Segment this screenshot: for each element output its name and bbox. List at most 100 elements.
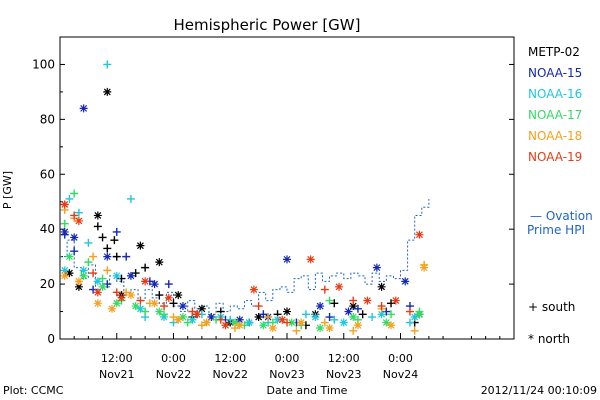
north-point (93, 288, 102, 297)
ovation-label-2: Prime HPI (527, 223, 585, 237)
south-point (70, 211, 79, 220)
north-marker-legend: * north (528, 332, 570, 346)
south-point (368, 313, 377, 322)
y-tick-label: 20 (40, 277, 55, 291)
south-point (103, 266, 112, 275)
x-tick-date-label: Nov22 (213, 368, 248, 381)
north-point (93, 277, 102, 286)
footer-credit: Plot: CCMC (3, 384, 64, 397)
south-point (89, 252, 98, 261)
x-tick-time-label: 12:00 (328, 352, 360, 365)
south-point (320, 318, 329, 327)
north-point (178, 313, 187, 322)
north-point (79, 104, 88, 113)
y-tick-label: 0 (47, 332, 55, 346)
south-point (216, 315, 225, 324)
north-point (150, 280, 159, 289)
north-point (221, 321, 230, 330)
south-marker-legend: + south (528, 300, 575, 314)
north-point (382, 318, 391, 327)
south-point (65, 194, 74, 203)
north-point (202, 318, 211, 327)
north-point (349, 313, 358, 322)
south-point (110, 236, 119, 245)
north-point (245, 318, 254, 327)
south-point (60, 219, 69, 228)
y-axis-ticks: 0 20 40 60 80 100 (32, 57, 514, 346)
north-point (74, 277, 83, 286)
ovation-step-line (60, 198, 430, 315)
north-point (60, 271, 69, 280)
north-point (174, 291, 183, 300)
x-tick-date-label: Nov23 (326, 368, 361, 381)
south-point (98, 274, 107, 283)
legend-entry: NOAA-15 (528, 66, 582, 80)
north-point (283, 255, 291, 264)
north-point (339, 318, 348, 327)
north-point (74, 216, 83, 225)
south-point (330, 299, 339, 308)
south-point (84, 238, 93, 247)
satellite-legend: METP-02 NOAA-15 NOAA-16 NOAA-17 NOAA-18 NOAA-… (528, 45, 582, 164)
south-point (155, 291, 164, 300)
north-point (344, 307, 353, 316)
north-point (287, 318, 296, 327)
north-point (79, 266, 88, 275)
legend-entry: NOAA-19 (528, 150, 582, 164)
north-point (103, 252, 112, 261)
north-point (70, 233, 79, 242)
south-point (405, 318, 414, 327)
legend-entry: NOAA-16 (528, 87, 582, 101)
south-point (70, 247, 79, 256)
north-point (377, 282, 386, 291)
north-point (79, 271, 88, 280)
north-point (65, 252, 74, 261)
south-point (349, 326, 358, 335)
south-point (358, 310, 367, 319)
north-point (377, 310, 386, 319)
data-points (60, 60, 429, 335)
x-tick-time-label: 0:00 (275, 352, 300, 365)
footer-timestamp: 2012/11/24 00:10:09 (481, 384, 597, 397)
north-point (74, 282, 83, 291)
south-point (325, 313, 334, 322)
south-point (141, 263, 150, 272)
north-point (254, 313, 263, 322)
y-axis-label: P [GW] (1, 171, 14, 209)
north-point (349, 302, 358, 311)
north-point (235, 321, 244, 330)
x-tick-time-label: 12:00 (214, 352, 246, 365)
north-point (249, 285, 258, 294)
north-point (259, 321, 268, 330)
south-point (377, 302, 386, 311)
legend-entry: NOAA-18 (528, 129, 582, 143)
north-point (93, 211, 102, 220)
south-point (74, 208, 83, 217)
north-point (60, 266, 69, 275)
north-point (311, 313, 320, 322)
x-tick-date-label: Nov24 (383, 368, 418, 381)
north-point (60, 200, 69, 209)
north-point (117, 293, 126, 302)
y-tick-label: 60 (40, 167, 55, 181)
south-point (353, 304, 362, 313)
south-point (103, 244, 112, 253)
north-point (98, 282, 107, 291)
north-point (372, 263, 381, 272)
north-point (108, 304, 117, 313)
north-point (325, 324, 334, 333)
x-tick-time-label: 0:00 (161, 352, 186, 365)
north-point (155, 307, 164, 316)
north-point (273, 315, 282, 324)
south-point (410, 326, 419, 335)
chart-title: Hemispheric Power [GW] (174, 16, 361, 34)
north-point (297, 318, 306, 327)
south-point (254, 302, 263, 311)
south-point (264, 313, 273, 322)
x-tick-date-label: Nov23 (269, 368, 304, 381)
north-point (60, 227, 69, 236)
south-point (405, 307, 414, 316)
y-tick-label: 40 (40, 222, 55, 236)
north-point (268, 324, 277, 333)
